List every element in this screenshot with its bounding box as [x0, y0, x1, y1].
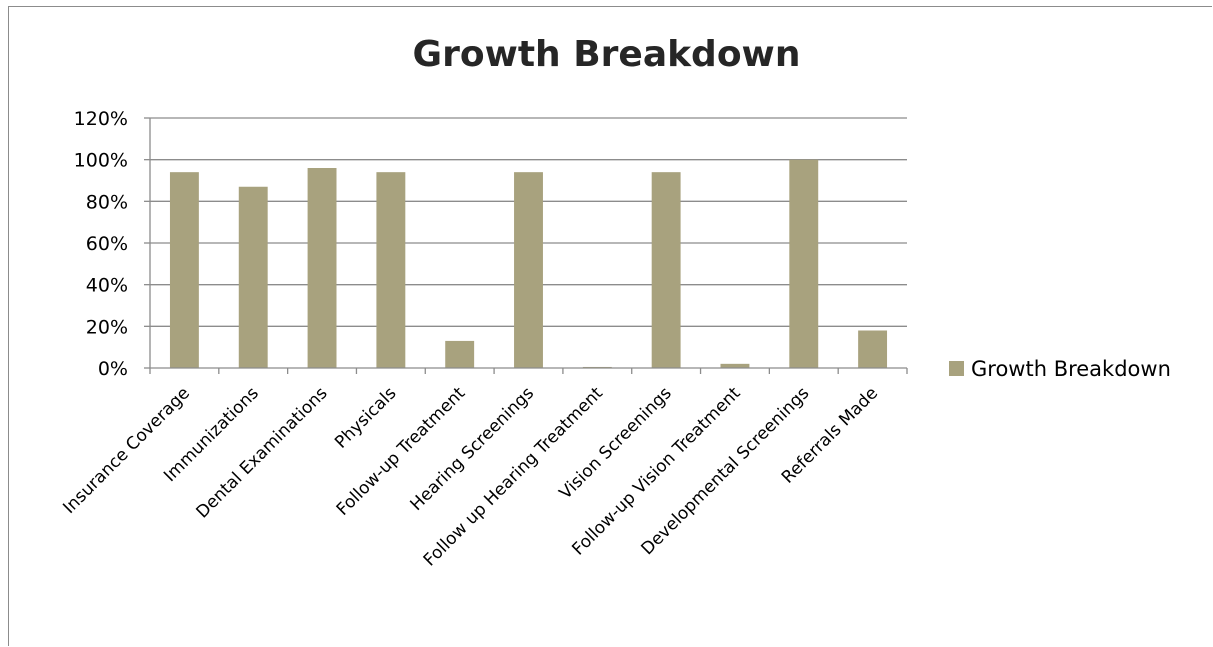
- bar: [169, 172, 199, 368]
- legend-label: Growth Breakdown: [971, 357, 1171, 381]
- y-tick-label: 100%: [74, 150, 128, 172]
- bars: [169, 159, 888, 368]
- legend: Growth Breakdown: [949, 357, 1171, 381]
- bar: [651, 172, 681, 368]
- legend-swatch: [949, 361, 964, 376]
- y-tick-label: 120%: [74, 108, 128, 130]
- bar: [858, 330, 888, 368]
- x-category-label: Hearing Screenings: [407, 383, 539, 515]
- y-tick-label: 20%: [86, 316, 128, 338]
- y-tick-label: 40%: [86, 275, 128, 297]
- x-category-label: Physicals: [331, 383, 400, 452]
- bar: [514, 172, 543, 368]
- x-category-label: Insurance Coverage: [59, 383, 194, 518]
- chart-frame: [8, 6, 1212, 646]
- x-category-label: Follow-up Treatment: [333, 383, 470, 520]
- y-tick-label: 60%: [86, 233, 128, 255]
- bar: [720, 363, 750, 368]
- chart-title: Growth Breakdown: [412, 34, 801, 75]
- x-category-label: Dental Examinations: [193, 383, 332, 522]
- bar: [307, 168, 337, 368]
- y-tick-label: 80%: [86, 191, 128, 213]
- y-tick-label: 0%: [98, 358, 128, 380]
- bar: [238, 186, 268, 368]
- bar: [376, 172, 406, 368]
- y-axis-ticks: 0% 20% 40% 60% 80% 100% 120%: [74, 108, 150, 380]
- bar: [789, 159, 819, 368]
- bar: [445, 340, 475, 368]
